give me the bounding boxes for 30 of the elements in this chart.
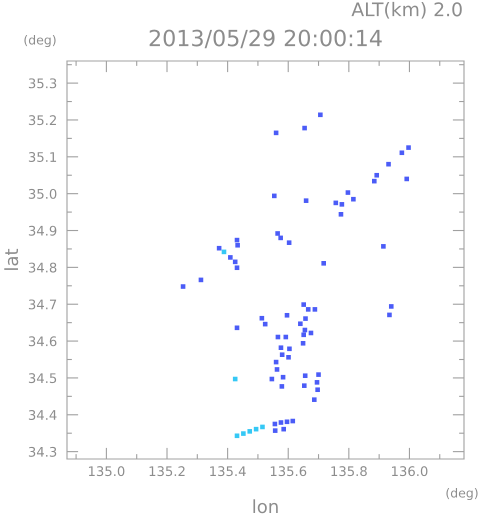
chart-title: 2013/05/29 20:00:14 (150, 30, 382, 48)
point (234, 433, 240, 438)
y-tick-label: 35.0 (28, 188, 56, 199)
y-axis-title: lat (4, 248, 18, 270)
text: (deg) (24, 34, 56, 48)
point (241, 431, 246, 436)
y-tick-label: 35.3 (28, 78, 56, 88)
y-tick-label: 34.9 (28, 226, 56, 236)
y-tick-label: 34.4 (28, 410, 57, 420)
point (247, 429, 252, 434)
x-tick-label: 135.0 (88, 466, 124, 476)
point (232, 376, 238, 382)
y-tick-label: 35.1 (28, 152, 56, 162)
point (254, 426, 258, 432)
y-tick-label: 34.8 (28, 262, 56, 273)
point (260, 424, 265, 430)
x-tick-label: 136.0 (392, 466, 428, 476)
point (222, 250, 226, 254)
x-axis-title: lon (253, 499, 278, 514)
y-tick-label: 34.5 (28, 373, 56, 384)
x-tick-label: 135.8 (331, 466, 367, 476)
x-tick-label: 135.4 (210, 466, 246, 476)
y-tick-label: 35.2 (28, 115, 56, 126)
text: (deg) (446, 488, 478, 500)
chart-subtitle: ALT(km) 2.0 (351, 2, 462, 19)
y-tick-label: 34.7 (28, 299, 56, 310)
x-tick-label: 135.2 (150, 466, 185, 476)
y-tick-label: 34.6 (28, 336, 56, 346)
y-tick-label: 34.3 (28, 446, 56, 457)
x-tick-label: 135.6 (270, 466, 306, 476)
